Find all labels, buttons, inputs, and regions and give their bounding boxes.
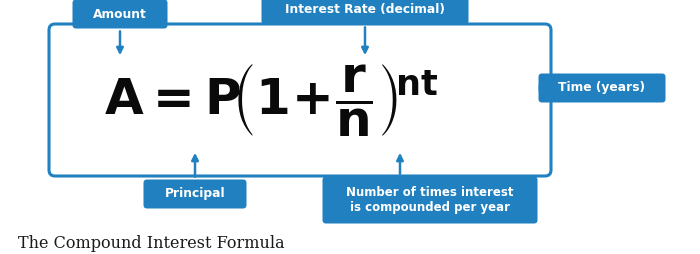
Text: Amount: Amount bbox=[93, 8, 147, 21]
FancyBboxPatch shape bbox=[144, 180, 246, 209]
Text: Interest Rate (decimal): Interest Rate (decimal) bbox=[285, 4, 445, 17]
FancyBboxPatch shape bbox=[262, 0, 468, 24]
Text: $\mathbf{A = P\!\left(1\!+\!\dfrac{r}{n}\right)^{\!nt}}$: $\mathbf{A = P\!\left(1\!+\!\dfrac{r}{n}… bbox=[104, 61, 438, 138]
Text: Number of times interest
is compounded per year: Number of times interest is compounded p… bbox=[346, 185, 514, 214]
Text: Principal: Principal bbox=[164, 187, 225, 200]
FancyBboxPatch shape bbox=[323, 177, 538, 224]
FancyBboxPatch shape bbox=[538, 73, 666, 103]
FancyBboxPatch shape bbox=[73, 0, 167, 28]
Text: Time (years): Time (years) bbox=[559, 82, 645, 94]
Text: The Compound Interest Formula: The Compound Interest Formula bbox=[18, 234, 285, 251]
